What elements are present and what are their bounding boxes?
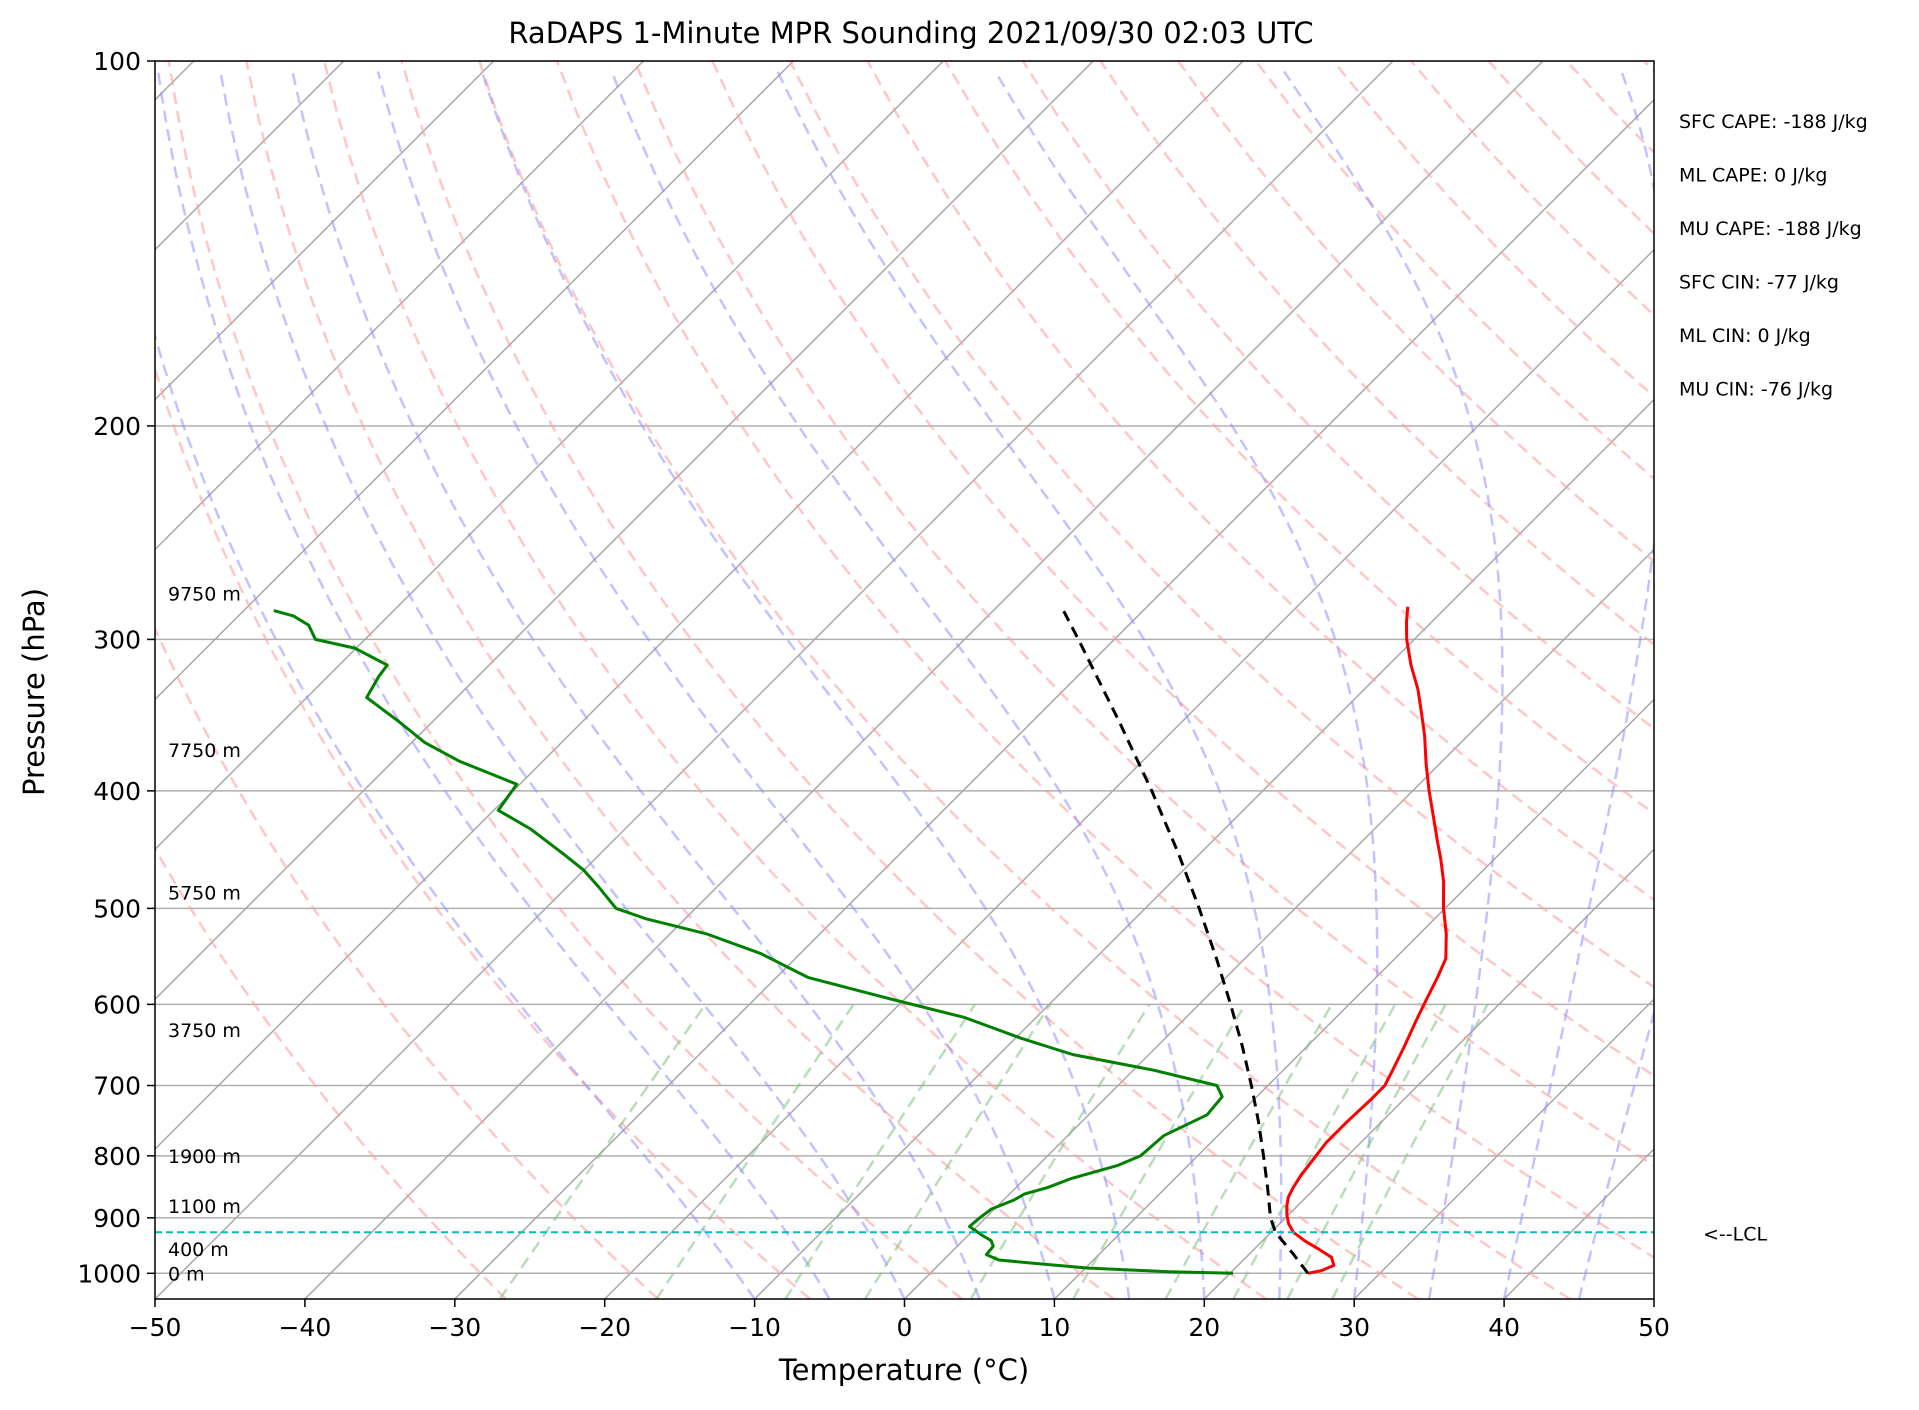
- isotherm-30: [1354, 61, 1919, 1299]
- mixing-ratio-0.4: [500, 1004, 706, 1299]
- stat-2: MU CAPE: -188 J/kg: [1679, 218, 1862, 240]
- x-tick-label-4: −10: [728, 1313, 781, 1342]
- isotherm--20: [605, 61, 1843, 1299]
- moist-adiabat-5: [293, 71, 980, 1299]
- reference-lines-layer: [0, 61, 1919, 1299]
- height-label-1: 400 m: [168, 1239, 229, 1261]
- stat-3: SFC CIN: -77 J/kg: [1679, 272, 1839, 294]
- isotherm--30: [455, 61, 1693, 1299]
- isotherm--80: [0, 61, 943, 1299]
- dry-adiabat--10: [91, 61, 810, 1299]
- dry-adiabat--30: [0, 61, 506, 1299]
- isotherm--110: [0, 61, 494, 1299]
- x-tick-label-2: −30: [428, 1313, 481, 1342]
- stat-0: SFC CAPE: -188 J/kg: [1679, 111, 1868, 133]
- x-tick-label-9: 40: [1488, 1313, 1520, 1342]
- y-tick-label-2: 300: [93, 625, 141, 654]
- mixing-ratio-24: [1332, 1004, 1487, 1299]
- isotherm-50: [1654, 61, 1919, 1299]
- y-tick-label-8: 900: [93, 1204, 141, 1233]
- dry-adiabat-130: [1178, 61, 1919, 1299]
- height-label-3: 1900 m: [168, 1146, 241, 1168]
- dry-adiabat-180: [1566, 61, 1919, 1299]
- isotherm--120: [0, 61, 344, 1299]
- x-tick-label-10: 50: [1638, 1313, 1670, 1342]
- height-label-2: 1100 m: [168, 1196, 241, 1218]
- x-tick-label-3: −20: [578, 1313, 631, 1342]
- y-tick-label-5: 600: [93, 990, 141, 1019]
- height-label-4: 3750 m: [168, 1020, 241, 1042]
- x-tick-label-5: 0: [897, 1313, 913, 1342]
- x-axis-label: Temperature (°C): [778, 1353, 1029, 1387]
- x-tick-label-7: 20: [1188, 1313, 1220, 1342]
- isotherm-40: [1504, 61, 1919, 1299]
- moist-adiabat-35: [1284, 71, 1502, 1299]
- stat-4: ML CIN: 0 J/kg: [1679, 325, 1811, 347]
- y-tick-label-9: 1000: [77, 1259, 141, 1288]
- height-label-6: 7750 m: [168, 740, 241, 762]
- y-tick-label-6: 700: [93, 1072, 141, 1101]
- isotherm--70: [0, 61, 1093, 1299]
- dry-adiabat-50: [557, 61, 1722, 1299]
- height-label-5: 5750 m: [168, 882, 241, 904]
- y-tick-label-7: 800: [93, 1142, 141, 1171]
- mixing-ratio-3: [865, 1004, 1050, 1299]
- moist-adiabat--10: [103, 71, 755, 1299]
- stat-5: MU CIN: -76 J/kg: [1679, 379, 1833, 401]
- y-tick-label-4: 500: [93, 894, 141, 923]
- dry-adiabat-190: [1644, 61, 1919, 1299]
- dry-adiabat-100: [945, 61, 1919, 1299]
- mixing-ratio-2: [785, 1004, 975, 1299]
- isotherm--100: [0, 61, 644, 1299]
- dry-adiabat-200: [1722, 61, 1919, 1299]
- stat-1: ML CAPE: 0 J/kg: [1679, 165, 1827, 187]
- dry-adiabat-70: [712, 61, 1919, 1299]
- moist-adiabat-45: [1579, 71, 1882, 1299]
- isotherm--10: [755, 61, 1919, 1299]
- isotherm-20: [1204, 61, 1919, 1299]
- x-tick-label-6: 10: [1038, 1313, 1070, 1342]
- moist-adiabat-10: [378, 71, 1054, 1299]
- y-tick-label-0: 100: [93, 47, 141, 76]
- isotherm--60: [5, 61, 1243, 1299]
- dry-adiabat-170: [1489, 61, 1919, 1299]
- y-axis-label: Pressure (hPa): [17, 588, 51, 796]
- dry-adiabat-0: [169, 61, 962, 1299]
- y-tick-label-3: 400: [93, 777, 141, 806]
- mixing-ratio-16: [1233, 1004, 1395, 1299]
- y-tick-label-1: 200: [93, 412, 141, 441]
- axes-layer: −50 −40 −30 −20 −10 0 10 20 30 40 50 100 200 300 400 50…: [77, 47, 1670, 1342]
- x-tick-label-1: −40: [279, 1313, 332, 1342]
- x-tick-label-8: 30: [1338, 1313, 1370, 1342]
- height-label-7: 9750 m: [168, 584, 241, 606]
- isotherm-10: [1054, 61, 1919, 1299]
- moist-adiabat-40: [1504, 71, 1668, 1299]
- dry-adiabat-160: [1411, 61, 1919, 1299]
- profile-lines-layer: [155, 607, 1654, 1274]
- dry-adiabat-60: [635, 61, 1874, 1299]
- moist-adiabat-15: [482, 71, 1129, 1299]
- height-label-0: 0 m: [168, 1263, 205, 1285]
- lcl-label: <--LCL: [1703, 1223, 1767, 1245]
- chart-title: RaDAPS 1-Minute MPR Sounding 2021/09/30 …: [508, 16, 1313, 50]
- dry-adiabat-20: [324, 61, 1266, 1299]
- mixing-ratio-20: [1287, 1004, 1445, 1299]
- x-tick-label-0: −50: [129, 1313, 182, 1342]
- temperature-line: [1287, 607, 1447, 1274]
